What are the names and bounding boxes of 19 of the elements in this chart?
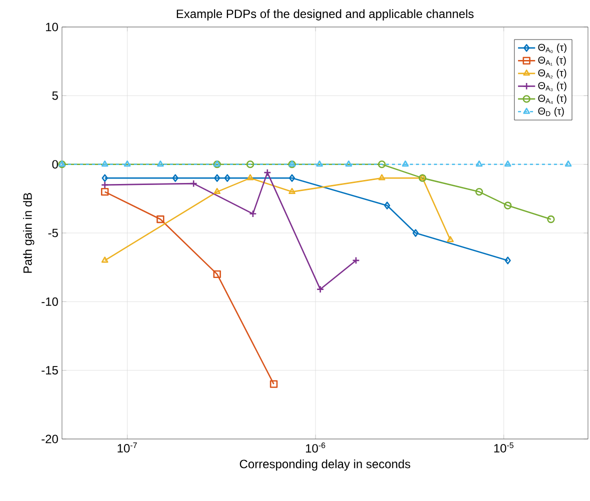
legend-label: Θ$_{A₁}$ (τ) bbox=[538, 56, 566, 66]
chart-title: Example PDPs of the designed and applicable channels bbox=[176, 9, 474, 20]
x-tick-label: 10$^{-7}$ bbox=[118, 442, 137, 452]
y-axis-title: Path gain in dB bbox=[23, 192, 34, 273]
legend-label: Θ$_{A₀}$ (τ) bbox=[538, 44, 566, 53]
y-tick-label: -10 bbox=[42, 297, 58, 306]
legend-label: Θ$_{D}$ (τ) bbox=[538, 107, 564, 117]
y-tick-label: -5 bbox=[48, 228, 58, 238]
y-tick-label: -15 bbox=[42, 366, 58, 374]
y-tick-label: 0 bbox=[52, 160, 58, 169]
y-tick-label: 10 bbox=[46, 22, 58, 32]
y-tick-label: -20 bbox=[42, 434, 58, 444]
x-axis-title: Corresponding delay in seconds bbox=[240, 459, 410, 471]
legend-label: Θ$_{A₄}$ (τ) bbox=[538, 94, 566, 104]
legend-label: Θ$_{A₃}$ (τ) bbox=[538, 82, 566, 92]
legend-label: Θ$_{A₂}$ (τ) bbox=[538, 69, 566, 78]
x-tick-label: 10$^{-5}$ bbox=[494, 442, 514, 452]
x-tick-label: 10$^{-6}$ bbox=[306, 442, 326, 453]
y-tick-label: 5 bbox=[52, 91, 58, 100]
